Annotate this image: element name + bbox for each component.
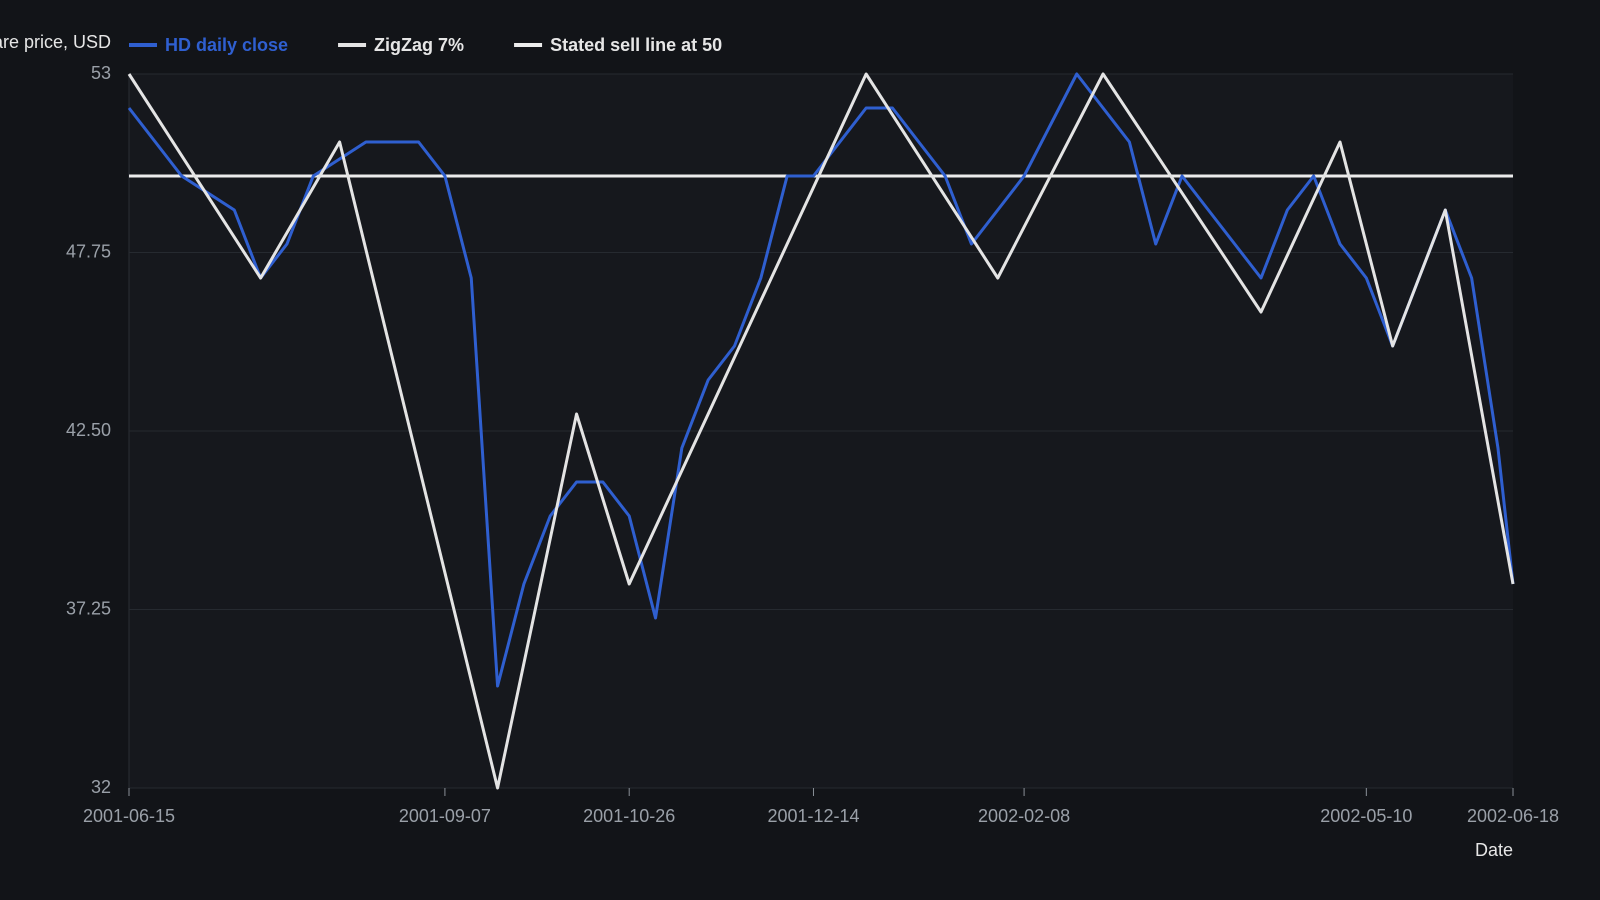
x-tick-label: 2002-05-10 — [1320, 806, 1412, 826]
x-tick-label: 2001-09-07 — [399, 806, 491, 826]
x-tick-label: 2001-06-15 — [83, 806, 175, 826]
x-tick-label: 2002-02-08 — [978, 806, 1070, 826]
x-axis-label: Date — [1475, 840, 1513, 860]
y-tick-label: 53 — [91, 63, 111, 83]
legend-text: ZigZag 7% — [374, 35, 464, 55]
legend-text: HD daily close — [165, 35, 288, 55]
y-axis-label: Share price, USD — [0, 32, 111, 52]
x-tick-label: 2002-06-18 — [1467, 806, 1559, 826]
x-tick-label: 2001-10-26 — [583, 806, 675, 826]
y-tick-label: 47.75 — [66, 241, 111, 261]
legend-text: Stated sell line at 50 — [550, 35, 722, 55]
series-line — [127, 72, 1515, 790]
x-tick-label: 2001-12-14 — [767, 806, 859, 826]
y-tick-label: 37.25 — [66, 598, 111, 618]
y-tick-label: 42.50 — [66, 420, 111, 440]
y-tick-label: 32 — [91, 777, 111, 797]
